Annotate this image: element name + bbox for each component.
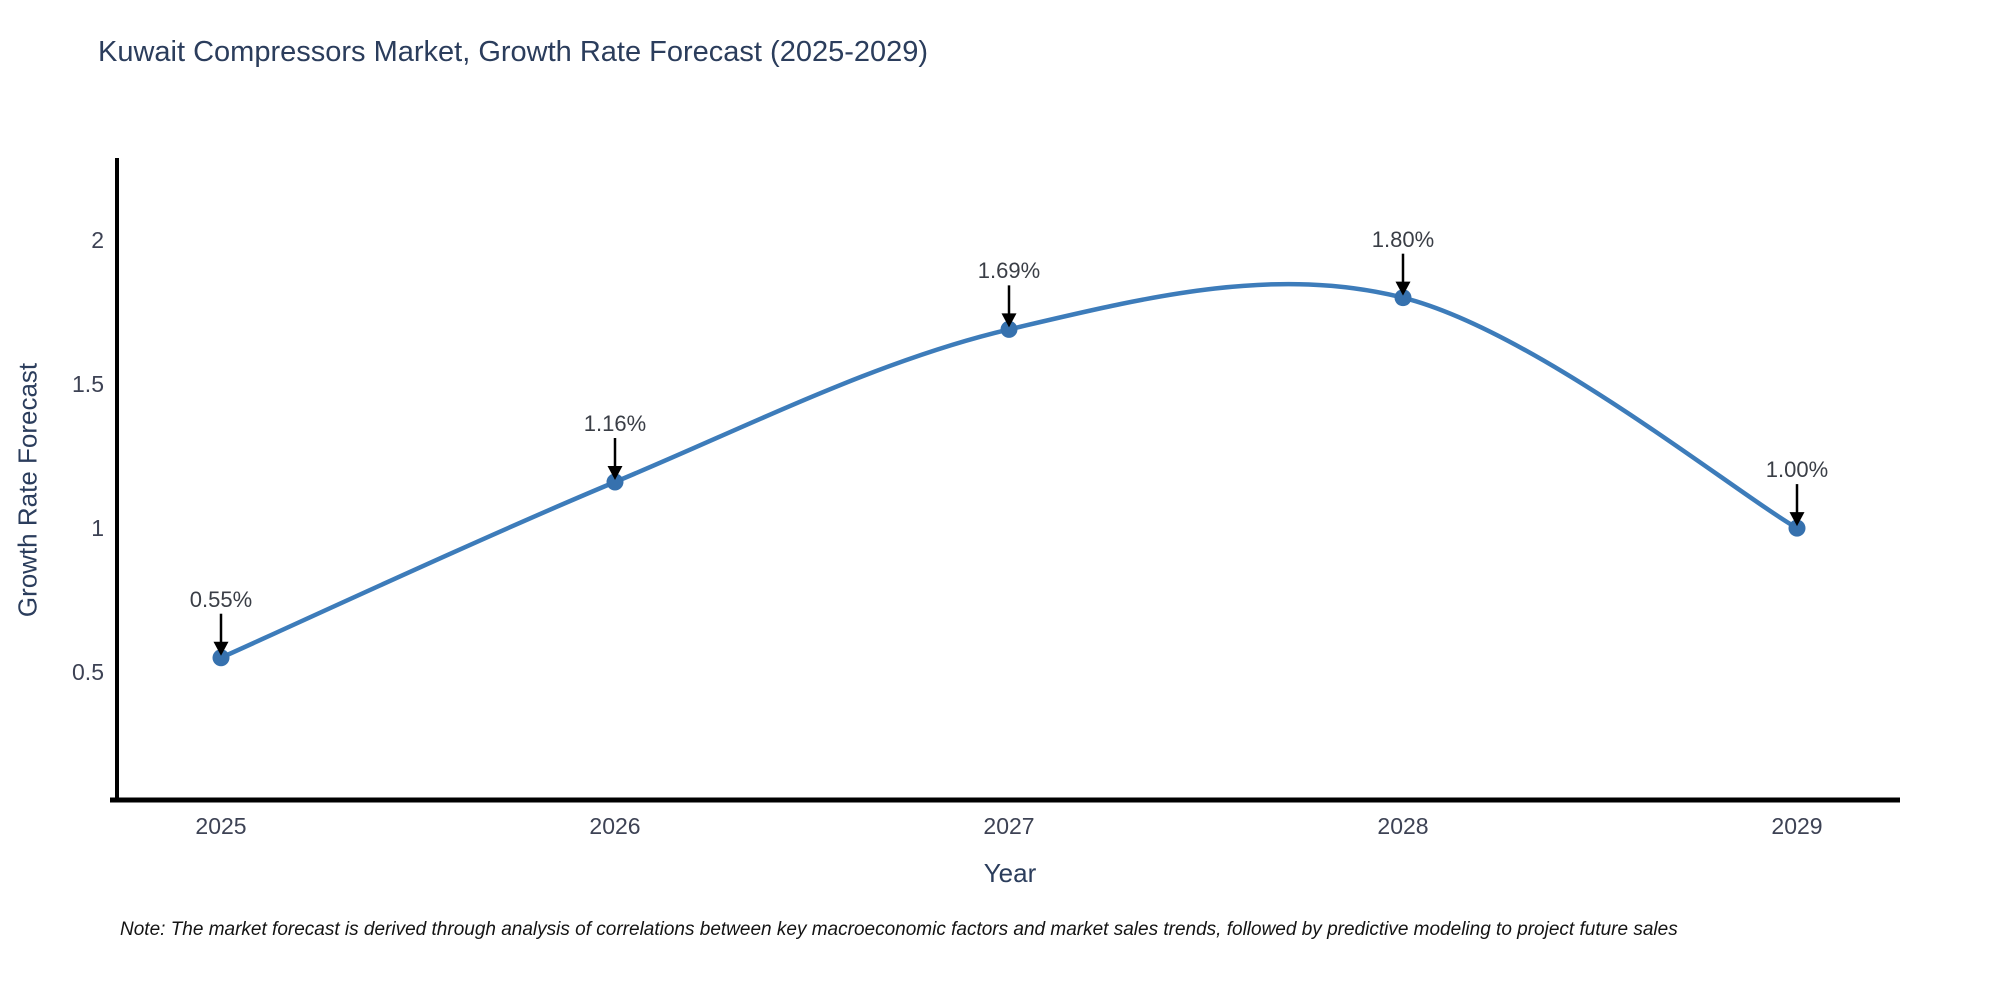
- annotation-arrow-head: [1001, 313, 1017, 328]
- x-tick-label: 2027: [983, 813, 1035, 839]
- point-annotation: 1.00%: [1765, 457, 1829, 483]
- data-point-marker: [212, 649, 230, 667]
- data-point-marker: [1394, 289, 1412, 307]
- annotation-arrow-head: [213, 641, 229, 656]
- x-tick-label: 2028: [1377, 813, 1429, 839]
- data-point-marker: [606, 473, 624, 491]
- point-annotation: 0.55%: [189, 586, 253, 612]
- annotation-arrow-head: [1395, 281, 1411, 296]
- y-axis-title: Growth Rate Forecast: [12, 362, 43, 618]
- point-annotation: 1.69%: [977, 258, 1041, 284]
- x-tick-label: 2029: [1771, 813, 1823, 839]
- x-tick-label: 2026: [589, 813, 641, 839]
- y-tick-label: 0.5: [72, 659, 104, 686]
- point-annotation: 1.80%: [1371, 226, 1435, 252]
- footnote: Note: The market forecast is derived thr…: [120, 919, 1678, 940]
- point-annotation: 1.16%: [583, 411, 647, 437]
- forecast-curve: [218, 281, 1800, 660]
- x-tick-label: 2025: [195, 813, 247, 839]
- annotation-arrow-head: [1789, 512, 1805, 527]
- annotation-arrow-head: [607, 466, 623, 481]
- chart-title: Kuwait Compressors Market, Growth Rate F…: [98, 36, 929, 68]
- x-axis-title: Year: [983, 858, 1037, 888]
- y-tick-label: 2: [91, 227, 104, 254]
- y-tick-label: 1: [91, 515, 104, 542]
- data-point-marker: [1788, 519, 1806, 537]
- data-point-marker: [1000, 320, 1018, 338]
- y-tick-label: 1.5: [72, 371, 104, 398]
